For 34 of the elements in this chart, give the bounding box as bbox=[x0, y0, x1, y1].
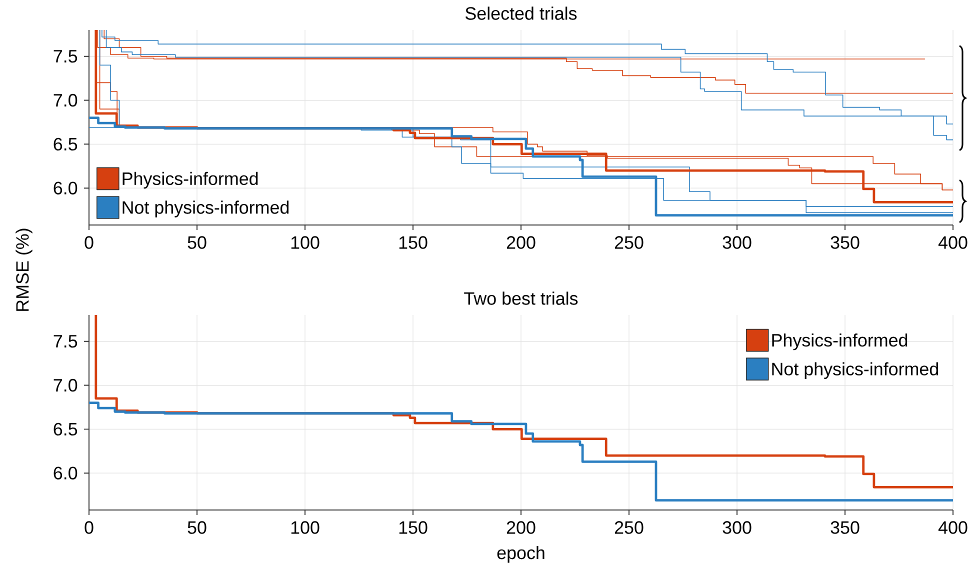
y-tick-label: 6.0 bbox=[54, 466, 78, 480]
x-tick-label: 150 bbox=[399, 236, 428, 249]
x-tick-label: 350 bbox=[830, 521, 860, 534]
x-tick-label: 150 bbox=[399, 521, 428, 534]
y-tick-label: 7.0 bbox=[54, 94, 78, 107]
y-tick-label: 6.5 bbox=[54, 422, 78, 436]
chart-title: Selected trials bbox=[466, 6, 577, 20]
x-tick-label: 100 bbox=[291, 521, 320, 534]
y-tick-label: 7.0 bbox=[54, 378, 78, 392]
y-tick-label: 7.5 bbox=[54, 50, 78, 63]
y-tick-label: 6.0 bbox=[54, 182, 78, 194]
x-tick-label: 50 bbox=[188, 236, 206, 249]
x-tick-label: 250 bbox=[614, 236, 644, 249]
legend-label: Not physics-informed bbox=[772, 362, 938, 379]
legend-label: Physics-informed bbox=[772, 333, 908, 350]
legend-label: Not physics-informed bbox=[122, 200, 289, 218]
x-tick-label: 200 bbox=[506, 236, 536, 249]
x-tick-label: 400 bbox=[938, 236, 968, 249]
y-tick-label: 6.5 bbox=[54, 138, 78, 151]
x-tick-label: 0 bbox=[84, 521, 94, 534]
x-tick-label: 300 bbox=[722, 236, 752, 249]
x-tick-label: 200 bbox=[506, 521, 536, 534]
x-tick-label: 0 bbox=[84, 236, 94, 249]
y-axis-title: RMSE (%) bbox=[16, 228, 32, 311]
x-tick-label: 50 bbox=[188, 521, 206, 534]
x-tick-label: 250 bbox=[614, 521, 644, 534]
x-tick-label: 300 bbox=[722, 521, 752, 534]
legend-label: Physics-informed bbox=[122, 172, 258, 189]
x-tick-label: 400 bbox=[938, 521, 968, 534]
x-axis-title: epoch bbox=[497, 546, 544, 563]
chart-title: Two best trials bbox=[464, 292, 578, 305]
x-tick-label: 350 bbox=[830, 236, 860, 249]
x-tick-label: 100 bbox=[291, 236, 320, 249]
y-tick-label: 7.5 bbox=[54, 335, 78, 348]
